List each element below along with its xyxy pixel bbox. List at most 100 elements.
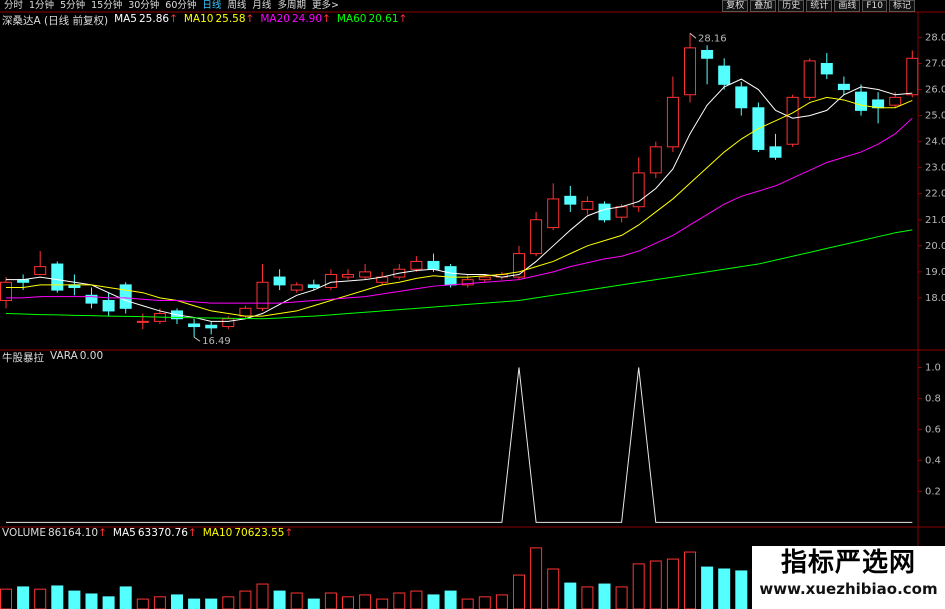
indicator-header: 牛股暴拉 VARA 0.00 <box>2 350 103 365</box>
candle-body <box>222 318 235 328</box>
ma-value: 25.58 <box>215 13 246 25</box>
tool-button[interactable]: 历史 <box>778 0 805 12</box>
tool-button[interactable]: 统计 <box>806 0 833 12</box>
y-tick-label: 28.0 <box>925 32 945 43</box>
period-tab[interactable]: 更多> <box>311 0 339 11</box>
volume-bar <box>701 566 714 609</box>
period-tab[interactable]: 60分钟 <box>165 0 197 11</box>
tool-button[interactable]: 画线 <box>834 0 861 12</box>
tool-button[interactable]: F10 <box>862 0 887 12</box>
ma-name: MA60 <box>336 13 367 25</box>
candle-body <box>837 83 850 91</box>
y-tick-label: 22.0 <box>925 189 945 200</box>
volume-bar <box>581 586 594 609</box>
ma-value: 25.86 <box>139 13 170 25</box>
period-tab[interactable]: 30分钟 <box>128 0 160 11</box>
candle-body <box>649 146 662 174</box>
y-tick-label: 1.0 <box>925 362 941 373</box>
series-value: 0.00 <box>79 350 104 362</box>
candle-body <box>564 195 577 205</box>
period-tab[interactable]: 月线 <box>252 0 272 11</box>
period-tab[interactable]: 15分钟 <box>91 0 123 11</box>
candle-body <box>735 86 748 109</box>
period-tab[interactable]: 日线 <box>202 0 222 11</box>
candle-body <box>478 276 491 281</box>
volume-bar <box>666 558 679 609</box>
title: VOLUME <box>2 527 46 539</box>
volume-bar <box>564 582 577 609</box>
period-tab[interactable]: 1分钟 <box>29 0 55 11</box>
volume-bar <box>102 596 115 609</box>
low-annotation: 16.49 <box>202 336 231 347</box>
candle-body <box>615 206 628 218</box>
volume-bar <box>34 588 47 609</box>
period-tab[interactable]: 分时 <box>4 0 24 11</box>
period-toolbar: 分时 1分钟 5分钟 15分钟 30分钟 60分钟 日线 周线 月线 多周期 更多> <box>4 0 339 11</box>
y-tick-label: 0.4 <box>925 455 941 466</box>
volume-bar <box>256 583 269 609</box>
high-annotation: 28.16 <box>698 33 727 44</box>
up-arrow: ↑ <box>322 13 331 25</box>
candle-body <box>581 201 594 210</box>
volume-bar <box>598 583 611 609</box>
period-tab[interactable]: 5分钟 <box>60 0 86 11</box>
period-tab[interactable]: 周线 <box>227 0 247 11</box>
ma-name: MA5 <box>114 13 137 25</box>
y-tick-label: 21.0 <box>925 215 945 226</box>
volume-bar <box>290 592 303 609</box>
ma-value: 20.61 <box>368 13 399 25</box>
candle-body <box>205 324 218 329</box>
volume-bar <box>530 547 543 609</box>
candle-body <box>820 62 833 75</box>
candle-body <box>513 253 525 278</box>
volume-bar <box>239 590 252 609</box>
candle-body <box>359 271 372 278</box>
line-series <box>5 229 913 320</box>
volume-header: VOLUME 86164.10 ↑ MA5 63370.76 ↑ MA10 70623.55 ↑ <box>2 527 293 539</box>
volume-bar <box>478 596 491 609</box>
tool-button[interactable]: 标记 <box>888 0 915 12</box>
candle-body <box>444 266 457 286</box>
watermark-url: www.xuezhibiao.com <box>759 580 938 598</box>
annotation-leader <box>689 32 697 39</box>
candle-body <box>188 323 201 328</box>
y-tick-label: 0.8 <box>925 393 941 404</box>
up-arrow: ↑ <box>98 527 107 539</box>
volume-value: 86164.10 <box>47 527 99 539</box>
tool-button[interactable]: 复权 <box>722 0 749 12</box>
candle-body <box>51 263 64 291</box>
y-tick-label: 26.0 <box>925 85 945 96</box>
ma-value: 70623.55 <box>234 527 285 539</box>
candle-body <box>872 99 885 109</box>
candle-body <box>701 49 714 59</box>
candle-body <box>786 96 799 145</box>
period-tab[interactable]: 多周期 <box>277 0 306 11</box>
up-arrow: ↑ <box>245 13 255 25</box>
volume-bar <box>735 570 748 609</box>
candle-body <box>598 203 611 221</box>
annotation-leader <box>193 336 201 342</box>
up-arrow: ↑ <box>187 527 197 539</box>
volume-bar <box>222 596 235 609</box>
candle-body <box>34 266 47 275</box>
volume-bar <box>51 585 64 609</box>
candle-body <box>906 57 919 96</box>
volume-bar <box>615 586 628 609</box>
volume-bar <box>68 590 81 609</box>
line-series <box>6 117 913 304</box>
candle-body <box>136 320 149 323</box>
volume-bar <box>461 598 474 609</box>
volume-bar <box>547 568 560 609</box>
candle-body <box>530 219 543 255</box>
ma-name: MA20 <box>260 13 290 25</box>
volume-bar <box>495 594 508 609</box>
y-tick-label: 27.0 <box>925 58 945 69</box>
volume-bar <box>324 592 337 609</box>
tool-button[interactable]: 叠加 <box>750 0 777 12</box>
candle-body <box>889 96 902 106</box>
candle-body <box>119 284 132 309</box>
candle-body <box>324 273 337 288</box>
candle-body <box>410 260 423 270</box>
